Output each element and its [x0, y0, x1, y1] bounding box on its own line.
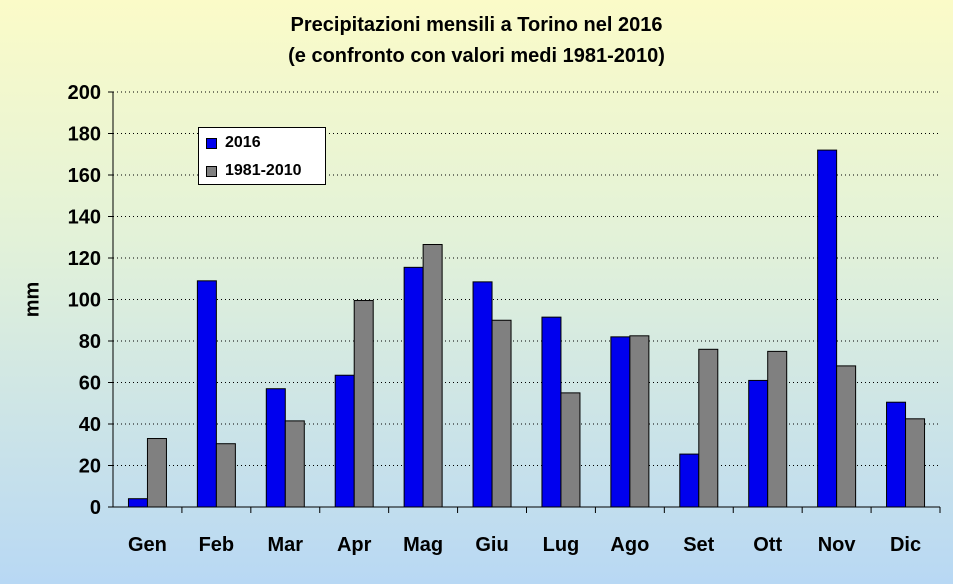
chart-title: Precipitazioni mensili a Torino nel 2016	[290, 14, 663, 36]
x-tick-label: Nov	[818, 534, 857, 556]
bar-2016-Ago	[610, 336, 631, 508]
legend-swatch-1981-2010	[206, 166, 217, 177]
y-tick-label: 160	[68, 165, 101, 187]
chart-subtitle: (e confronto con valori medi 1981-2010)	[288, 45, 665, 67]
bar-2016-Gen	[127, 498, 148, 508]
bar-2016-Giu	[472, 281, 493, 508]
y-tick-label: 0	[90, 497, 101, 519]
bar-1981-2010-Feb	[215, 443, 236, 508]
y-tick-label: 20	[79, 456, 101, 478]
x-tick-label: Giu	[475, 534, 508, 556]
bar-1981-2010-Dic	[905, 418, 926, 508]
bar-1981-2010-Gen	[146, 438, 167, 508]
x-tick-label: Ago	[610, 534, 649, 556]
y-tick-label: 120	[68, 248, 101, 270]
x-tick-label: Mar	[268, 534, 304, 556]
bar-1981-2010-Set	[698, 348, 719, 508]
bar-1981-2010-Mar	[284, 420, 305, 508]
legend-label-1981-2010: 1981-2010	[225, 162, 302, 179]
x-tick-label: Lug	[543, 534, 580, 556]
y-tick-label: 60	[79, 373, 101, 395]
bar-2016-Dic	[886, 401, 907, 508]
bar-1981-2010-Ago	[629, 335, 650, 508]
bar-2016-Mar	[265, 388, 286, 508]
bar-2016-Apr	[334, 374, 355, 508]
bar-2016-Lug	[541, 316, 562, 508]
x-tick-label: Apr	[337, 534, 372, 556]
y-tick-label: 180	[68, 124, 101, 146]
x-tick-label: Gen	[128, 534, 167, 556]
x-tick-label: Ott	[753, 534, 782, 556]
bar-1981-2010-Lug	[560, 392, 581, 508]
y-tick-label: 200	[68, 82, 101, 104]
bar-2016-Mag	[403, 266, 424, 508]
y-tick-label: 100	[68, 290, 101, 312]
legend-label-2016: 2016	[225, 134, 261, 151]
bar-1981-2010-Mag	[422, 244, 443, 508]
bar-2016-Ott	[748, 379, 769, 508]
bar-2016-Set	[679, 453, 700, 508]
legend: 2016 1981-2010	[198, 127, 326, 185]
y-tick-label: 40	[79, 414, 101, 436]
y-tick-label: 80	[79, 331, 101, 353]
x-tick-label: Dic	[890, 534, 921, 556]
bar-2016-Nov	[817, 149, 838, 508]
bar-1981-2010-Giu	[491, 319, 512, 508]
y-tick-label: 140	[68, 207, 101, 229]
x-tick-label: Feb	[199, 534, 235, 556]
x-tick-label: Set	[683, 534, 714, 556]
bar-2016-Feb	[196, 280, 217, 508]
bar-1981-2010-Apr	[353, 300, 374, 508]
bar-1981-2010-Nov	[836, 365, 857, 508]
legend-swatch-2016	[206, 138, 217, 149]
x-tick-label: Mag	[403, 534, 443, 556]
bar-1981-2010-Ott	[767, 350, 788, 508]
